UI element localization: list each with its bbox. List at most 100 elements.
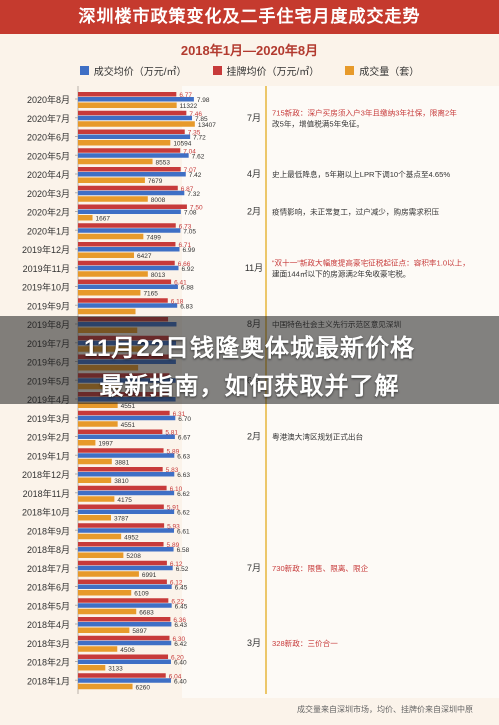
listing-price-label: 6.18 bbox=[171, 298, 184, 305]
volume-bar bbox=[78, 496, 115, 502]
volume-bar bbox=[78, 533, 122, 540]
volume-bar bbox=[78, 290, 141, 296]
category-label: 2019年2月 bbox=[27, 432, 70, 443]
deal-price-bar bbox=[78, 303, 178, 308]
deal-price-bar bbox=[78, 134, 191, 139]
listing-price-bar bbox=[78, 110, 187, 116]
deal-price-label: 6.63 bbox=[177, 453, 190, 460]
deal-price-label: 6.58 bbox=[177, 547, 190, 554]
listing-price-bar bbox=[78, 260, 175, 266]
listing-price-label: 5.89 bbox=[167, 542, 180, 549]
volume-bar bbox=[78, 665, 106, 671]
category-label: 2020年3月 bbox=[27, 188, 70, 199]
policy-month: 11月 bbox=[245, 263, 263, 273]
volume-label: 6427 bbox=[137, 253, 152, 260]
category-label: 2020年2月 bbox=[27, 207, 70, 218]
deal-price-label: 6.52 bbox=[176, 566, 189, 573]
listing-price-label: 7.46 bbox=[189, 111, 202, 118]
listing-price-bar bbox=[78, 485, 167, 491]
volume-bar bbox=[78, 177, 145, 183]
category-label: 2018年10月 bbox=[22, 507, 70, 518]
volume-label: 13407 bbox=[198, 122, 216, 129]
category-label: 2018年4月 bbox=[27, 619, 70, 630]
deal-price-label: 6.61 bbox=[177, 528, 190, 535]
listing-price-bar bbox=[78, 298, 168, 303]
volume-label: 10594 bbox=[173, 141, 191, 148]
policy-text: 疫情影响，未正常复工，过户减少，购房需求积压 bbox=[272, 207, 439, 217]
policy-month: 7月 bbox=[247, 563, 261, 573]
category-label: 2020年8月 bbox=[27, 94, 70, 105]
category-label: 2019年12月 bbox=[22, 244, 70, 255]
listing-price-label: 7.35 bbox=[188, 130, 201, 137]
volume-label: 4551 bbox=[121, 403, 136, 410]
deal-price-bar bbox=[78, 603, 172, 608]
volume-bar bbox=[78, 121, 195, 127]
policy-text: 建面144㎡以下的房源满2年免收豪宅税。 bbox=[272, 268, 410, 278]
listing-price-label: 6.22 bbox=[171, 598, 184, 605]
listing-price-label: 6.71 bbox=[178, 242, 191, 249]
deal-price-bar bbox=[78, 472, 175, 477]
listing-price-bar bbox=[78, 448, 164, 453]
legend-item-avg: 成交均价（万元/㎡） bbox=[79, 62, 187, 78]
legend-swatch-avg bbox=[79, 65, 89, 75]
legend-swatch-volume bbox=[345, 65, 355, 75]
volume-bar bbox=[78, 515, 112, 521]
deal-price-bar bbox=[78, 622, 172, 627]
deal-price-bar bbox=[78, 434, 175, 439]
legend-swatch-list bbox=[212, 65, 222, 75]
volume-label: 4551 bbox=[121, 422, 136, 429]
deal-price-bar bbox=[78, 115, 193, 121]
volume-label: 8553 bbox=[156, 159, 171, 166]
policy-text: “双十一”新政大幅度提高豪宅征税起征点：容积率1.0以上， bbox=[272, 257, 470, 267]
volume-label: 4175 bbox=[117, 497, 132, 504]
banner-line-2: 最新指南，如何获取并了解 bbox=[99, 373, 400, 400]
deal-price-bar bbox=[78, 565, 173, 571]
volume-label: 3787 bbox=[114, 516, 129, 523]
deal-price-bar bbox=[78, 528, 175, 533]
listing-price-bar bbox=[78, 148, 181, 153]
volume-bar bbox=[78, 402, 118, 408]
policy-month: 2月 bbox=[247, 207, 261, 217]
listing-price-bar bbox=[78, 129, 185, 134]
volume-label: 11322 bbox=[180, 103, 198, 110]
category-label: 2020年1月 bbox=[27, 225, 70, 236]
volume-bar bbox=[78, 102, 177, 108]
listing-price-label: 6.20 bbox=[171, 655, 184, 662]
chart-legend: 成交均价（万元/㎡） 挂牌均价（万元/㎡） 成交量（套） bbox=[0, 62, 499, 78]
volume-label: 6109 bbox=[134, 591, 149, 598]
volume-bar bbox=[78, 421, 118, 427]
listing-price-bar bbox=[78, 542, 164, 547]
deal-price-label: 6.63 bbox=[177, 472, 190, 479]
category-label: 2018年11月 bbox=[23, 488, 70, 499]
legend-label-avg: 成交均价（万元/㎡） bbox=[93, 66, 187, 78]
category-label: 2020年5月 bbox=[27, 150, 70, 161]
policy-text: 粤港澳大湾区规划正式出台 bbox=[272, 432, 364, 442]
listing-price-label: 6.36 bbox=[173, 617, 186, 624]
listing-price-bar bbox=[78, 223, 176, 228]
deal-price-label: 6.70 bbox=[178, 416, 191, 423]
volume-label: 7679 bbox=[148, 178, 163, 185]
deal-price-label: 6.40 bbox=[174, 678, 187, 685]
listing-price-label: 6.10 bbox=[170, 486, 183, 493]
volume-label: 6260 bbox=[136, 684, 151, 691]
listing-price-label: 5.83 bbox=[166, 467, 179, 474]
deal-price-bar bbox=[78, 453, 175, 458]
deal-price-label: 6.88 bbox=[181, 285, 194, 292]
policy-month: 4月 bbox=[247, 169, 261, 179]
volume-bar bbox=[78, 646, 118, 652]
category-label: 2019年10月 bbox=[22, 282, 70, 293]
policy-text: 328新政：三价合一 bbox=[272, 638, 338, 648]
deal-price-label: 6.99 bbox=[183, 247, 196, 254]
listing-price-bar bbox=[78, 504, 164, 509]
chart-subtitle: 2018年1月—2020年8月 bbox=[180, 43, 319, 58]
listing-price-bar bbox=[78, 92, 177, 97]
listing-price-label: 5.89 bbox=[167, 448, 180, 455]
volume-label: 6991 bbox=[142, 572, 157, 579]
volume-label: 8008 bbox=[151, 197, 166, 204]
listing-price-bar bbox=[78, 429, 163, 434]
legend-item-list: 挂牌均价（万元/㎡） bbox=[212, 62, 319, 78]
deal-price-bar bbox=[78, 247, 180, 252]
listing-price-bar bbox=[78, 635, 170, 641]
listing-price-label: 6.41 bbox=[174, 280, 187, 287]
policy-text: 史上最低降息，5年期以上LPR下调10个基点至4.65% bbox=[272, 169, 450, 179]
